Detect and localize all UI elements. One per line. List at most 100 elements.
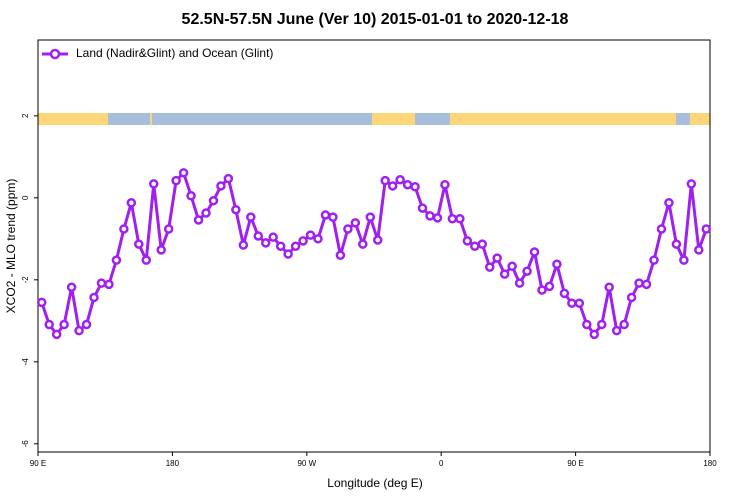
point — [163, 224, 174, 234]
point — [104, 279, 114, 290]
point — [529, 247, 540, 257]
legend-label: Land (Nadir&Glint) and Ocean (Glint) — [76, 46, 273, 60]
point — [81, 319, 92, 330]
chart-title: 52.5N-57.5N June (Ver 10) 2015-01-01 to … — [182, 11, 569, 28]
point — [305, 230, 316, 240]
legend: Land (Nadir&Glint) and Ocean (Glint) — [42, 46, 273, 60]
point — [462, 236, 473, 246]
point — [611, 325, 622, 336]
point — [238, 240, 249, 250]
point — [387, 181, 398, 191]
point — [156, 245, 166, 255]
point — [679, 255, 689, 265]
x-axis-label: Longitude (deg E) — [327, 476, 422, 490]
point — [74, 325, 84, 336]
point — [193, 215, 204, 225]
point — [410, 182, 420, 192]
point — [432, 213, 443, 223]
plot-frame — [37, 39, 711, 453]
point — [216, 181, 226, 191]
point — [350, 218, 361, 228]
point — [141, 255, 152, 265]
point — [186, 191, 196, 201]
point — [126, 198, 137, 208]
point — [298, 236, 308, 246]
point — [634, 278, 644, 288]
point — [567, 298, 577, 308]
point — [201, 208, 211, 218]
point — [604, 282, 614, 292]
point — [559, 288, 570, 299]
point — [231, 204, 241, 215]
y-tick-label: -2 — [21, 276, 30, 284]
point — [223, 173, 234, 184]
point — [507, 261, 517, 272]
land-ocean-strip — [38, 113, 710, 125]
point — [455, 213, 465, 224]
point — [589, 329, 600, 340]
y-tick-label: 2 — [21, 113, 30, 118]
point — [656, 224, 667, 234]
point — [701, 224, 712, 234]
point — [134, 239, 144, 249]
point — [447, 213, 458, 224]
legend-marker — [49, 48, 61, 60]
point — [253, 231, 264, 241]
point — [417, 203, 428, 213]
point — [544, 281, 555, 292]
point — [246, 212, 256, 222]
point — [664, 198, 674, 208]
y-axis-label: XCO2 - MLO trend (ppm) — [4, 179, 18, 314]
point — [171, 175, 181, 186]
point — [365, 212, 376, 222]
point — [402, 179, 413, 190]
point — [477, 239, 488, 249]
point — [358, 239, 368, 249]
point — [148, 179, 159, 189]
point — [470, 241, 480, 251]
x-tick-label: 90 E — [567, 459, 583, 468]
point — [328, 212, 338, 222]
x-tick-label: 180 — [703, 459, 717, 468]
x-tick-label: 90 E — [30, 459, 46, 468]
point — [380, 175, 390, 186]
point — [582, 319, 592, 330]
point — [260, 238, 271, 248]
point — [492, 253, 502, 263]
point — [320, 210, 331, 220]
point — [178, 168, 189, 178]
point — [96, 278, 107, 288]
point — [335, 250, 346, 260]
point — [537, 285, 547, 295]
point — [372, 235, 383, 245]
y-tick-label: -6 — [21, 440, 30, 448]
point — [499, 269, 510, 279]
point — [343, 224, 353, 234]
x-tick-label: 180 — [166, 459, 180, 468]
point — [111, 255, 122, 265]
point — [484, 262, 495, 272]
point — [44, 319, 54, 330]
point — [574, 298, 585, 308]
series-line — [40, 171, 708, 336]
y-tick-label: -4 — [21, 358, 30, 366]
point — [66, 282, 77, 292]
point — [59, 319, 69, 330]
point — [36, 297, 47, 308]
point — [694, 245, 704, 255]
point — [313, 234, 323, 244]
point — [522, 266, 532, 276]
point — [641, 279, 652, 290]
point — [514, 278, 525, 288]
point — [626, 292, 637, 303]
point — [275, 241, 286, 251]
point — [283, 249, 293, 259]
point — [208, 195, 219, 206]
y-tick-label: 0 — [21, 195, 30, 200]
point — [649, 255, 659, 265]
point — [596, 319, 607, 330]
x-tick-label: 90 W — [297, 459, 316, 468]
point — [268, 232, 278, 242]
